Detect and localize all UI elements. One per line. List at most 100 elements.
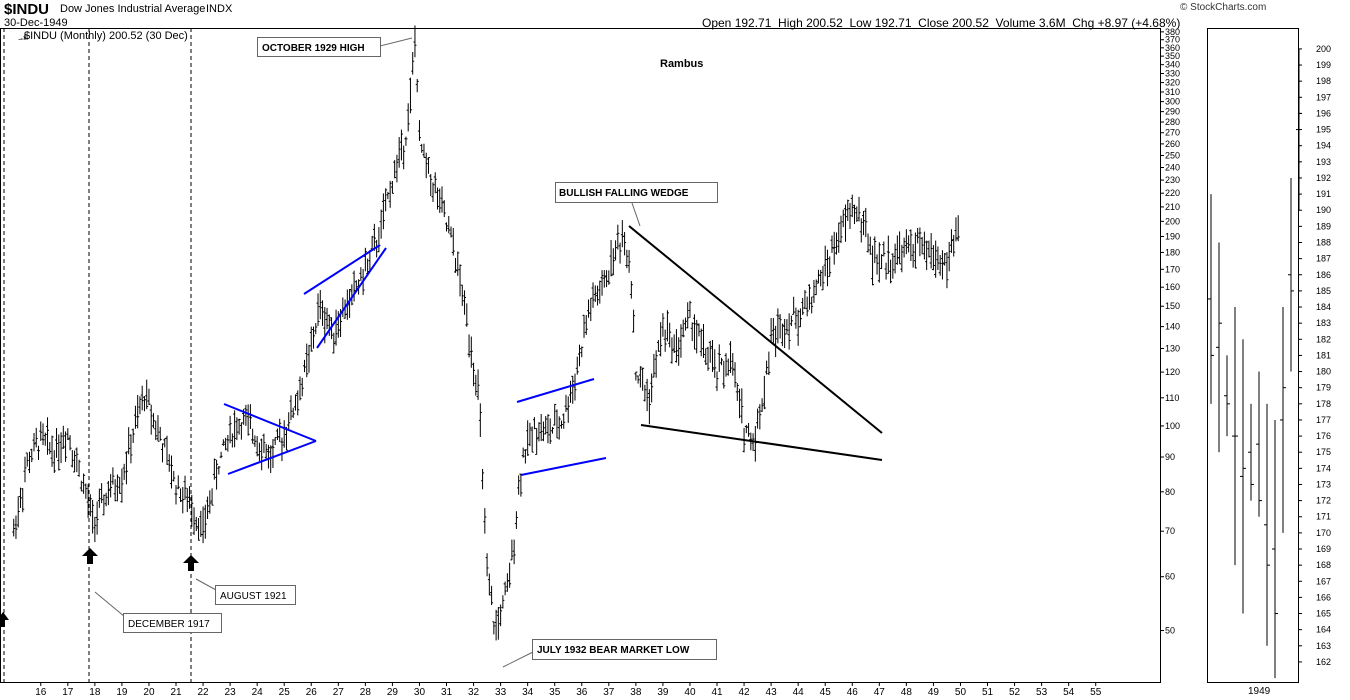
exchange: INDX — [206, 3, 233, 15]
x-tick-label: 36 — [576, 687, 588, 698]
y-tick-label: 120 — [1165, 367, 1180, 377]
chart-date: 30-Dec-1949 — [4, 17, 68, 29]
y-tick-label: 250 — [1165, 150, 1180, 160]
blue-trendlines — [223, 244, 607, 476]
x-tick-label: 35 — [549, 687, 561, 698]
inset-y-tick-label: 166 — [1316, 592, 1331, 602]
inset-y-tick-label: 197 — [1316, 92, 1331, 102]
inset-y-tick-label: 167 — [1316, 576, 1331, 586]
x-tick-label: 19 — [116, 687, 128, 698]
y-tick-label: 100 — [1165, 421, 1180, 431]
x-tick-label: 33 — [495, 687, 507, 698]
x-tick-label: 22 — [198, 687, 210, 698]
arrow-up-icon — [183, 555, 199, 571]
inset-y-tick-label: 162 — [1316, 657, 1331, 667]
callout-dec1917-text: DECEMBER 1917 — [128, 619, 210, 630]
y-tick-label: 80 — [1165, 487, 1175, 497]
inset-y-tick-label: 196 — [1316, 108, 1331, 118]
y-tick-label: 380 — [1165, 27, 1180, 37]
y-tick-label: 170 — [1165, 264, 1180, 274]
symbol: $INDU — [4, 1, 50, 18]
inset-y-tick-label: 173 — [1316, 479, 1331, 489]
inset-y-tick-label: 182 — [1316, 334, 1331, 344]
inset-y-tick-label: 191 — [1316, 189, 1331, 199]
y-tick-label: 130 — [1165, 343, 1180, 353]
pennant-1923-lower — [227, 440, 317, 475]
flag-1933-lower — [520, 457, 607, 476]
y-tick-label: 270 — [1165, 128, 1180, 138]
x-tick-label: 48 — [901, 687, 913, 698]
wedge-trendlines — [628, 225, 883, 461]
callout-dec1917: DECEMBER 1917 — [94, 591, 222, 633]
inset-y-tick-label: 195 — [1316, 125, 1331, 135]
x-tick-label: 30 — [414, 687, 426, 698]
x-tick-label: 49 — [928, 687, 940, 698]
inset-y-tick-label: 181 — [1316, 350, 1331, 360]
inset-y-tick-label: 171 — [1316, 512, 1331, 522]
y-tick-label: 190 — [1165, 231, 1180, 241]
inset-y-tick-label: 164 — [1316, 625, 1331, 635]
ohlc-readout: Open 192.71 High 200.52 Low 192.71 Close… — [702, 16, 1181, 30]
y-tick-label: 50 — [1165, 626, 1175, 636]
inset-y-tick-label: 199 — [1316, 60, 1331, 70]
inset-y-tick-label: 198 — [1316, 76, 1331, 86]
y-tick-label: 60 — [1165, 572, 1175, 582]
x-tick-label: 41 — [711, 687, 723, 698]
callout-aug1921-text: AUGUST 1921 — [220, 591, 287, 602]
callout-oct1929: OCTOBER 1929 HIGH — [257, 37, 413, 57]
x-tick-label: 54 — [1063, 687, 1075, 698]
y-tick-label: 360 — [1165, 43, 1180, 53]
callout-wedge-text: BULLISH FALLING WEDGE — [559, 188, 689, 199]
x-tick-label: 50 — [955, 687, 967, 698]
inset-y-tick-label: 192 — [1316, 173, 1331, 183]
x-tick-label: 28 — [360, 687, 372, 698]
y-tick-label: 330 — [1165, 69, 1180, 79]
y-tick-label: 280 — [1165, 117, 1180, 127]
x-tick-label: 31 — [441, 687, 453, 698]
x-tick-label: 39 — [657, 687, 669, 698]
y-tick-label: 110 — [1165, 393, 1179, 403]
inset-y-tick-label: 169 — [1316, 544, 1331, 554]
y-tick-label: 70 — [1165, 526, 1175, 536]
y-tick-label: 340 — [1165, 60, 1180, 70]
flag-1926-upper — [303, 244, 381, 295]
x-tick-label: 38 — [630, 687, 642, 698]
x-tick-label: 55 — [1090, 687, 1102, 698]
inset-y-tick-label: 170 — [1316, 528, 1331, 538]
x-tick-label: 18 — [89, 687, 101, 698]
inset-y-tick-label: 193 — [1316, 157, 1331, 167]
inset-y-tick-label: 174 — [1316, 463, 1331, 473]
x-tick-label: 24 — [252, 687, 264, 698]
credit[interactable]: © StockCharts.com — [1180, 2, 1267, 13]
wedge-upper-line — [628, 225, 883, 434]
y-tick-label: 300 — [1165, 97, 1180, 107]
callout-oct1929-text: OCTOBER 1929 HIGH — [262, 43, 365, 54]
flag-1933-upper — [516, 378, 595, 403]
inset-y-tick-label: 183 — [1316, 318, 1331, 328]
y-tick-label: 160 — [1165, 282, 1180, 292]
x-tick-label: 45 — [820, 687, 832, 698]
x-tick-label: 43 — [766, 687, 778, 698]
y-tick-label: 350 — [1165, 51, 1180, 61]
callout-aug1921: AUGUST 1921 — [195, 578, 296, 605]
x-tick-label: 37 — [603, 687, 615, 698]
x-tick-label: 46 — [847, 687, 859, 698]
inset-y-tick-label: 190 — [1316, 205, 1331, 215]
inset-y-tick-label: 165 — [1316, 609, 1331, 619]
legend-marker-icon: ᆀ — [18, 35, 28, 46]
y-tick-label: 200 — [1165, 216, 1180, 226]
x-tick-label: 40 — [684, 687, 696, 698]
x-tick-label: 44 — [793, 687, 805, 698]
inset-y-tick-label: 184 — [1316, 302, 1331, 312]
inset-y-tick-label: 178 — [1316, 399, 1331, 409]
inset-y-tick-label: 188 — [1316, 237, 1331, 247]
inset-y-tick-label: 177 — [1316, 415, 1331, 425]
y-tick-label: 150 — [1165, 301, 1180, 311]
arrow-up-icon — [82, 548, 98, 564]
y-tick-label: 310 — [1165, 87, 1180, 97]
main-panel-frame — [0, 28, 1161, 683]
index-name: Dow Jones Industrial Average — [60, 3, 206, 15]
y-tick-label: 320 — [1165, 78, 1180, 88]
inset-y-tick-label: 187 — [1316, 254, 1331, 264]
